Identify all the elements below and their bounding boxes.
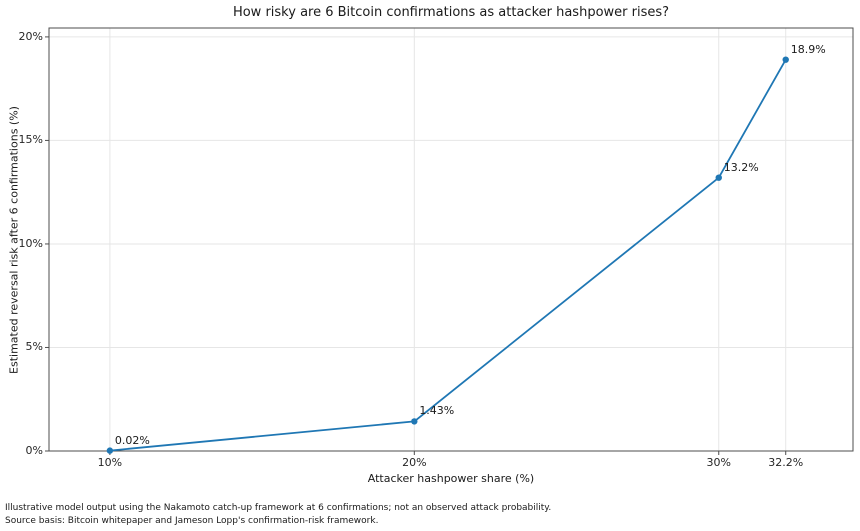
x-tick-label: 30% [706,456,731,469]
data-point-marker [411,418,418,425]
plot-border [48,27,854,452]
y-tick-label: 0% [25,444,43,457]
footnote-line-1: Illustrative model output using the Naka… [5,503,552,513]
y-tick-label: 20% [18,29,43,43]
point-value-label: 13.2% [723,160,759,174]
x-tick-label: 10% [97,456,123,469]
footnote: Illustrative model output using the Naka… [5,502,551,527]
point-value-label: 18.9% [790,42,826,56]
risk-line-series [108,58,787,452]
point-value-label: 0.02% [114,433,150,447]
y-tick-label: 5% [25,340,43,354]
footnote-line-2: Source basis: Bitcoin whitepaper and Jam… [5,515,379,526]
data-point-marker [782,56,789,63]
x-tick-label: 20% [402,456,427,469]
data-point-marker [106,447,114,454]
x-tick-label: 32.2% [768,456,804,469]
data-point-marker [715,174,722,181]
y-tick-label: 15% [18,133,43,147]
x-axis-label: Attacker hashpower share (%) [367,472,535,485]
point-value-label: 1.43% [419,404,455,418]
chart-title: How risky are 6 Bitcoin confirmations as… [232,5,670,20]
y-tick-label: 10% [18,236,43,250]
